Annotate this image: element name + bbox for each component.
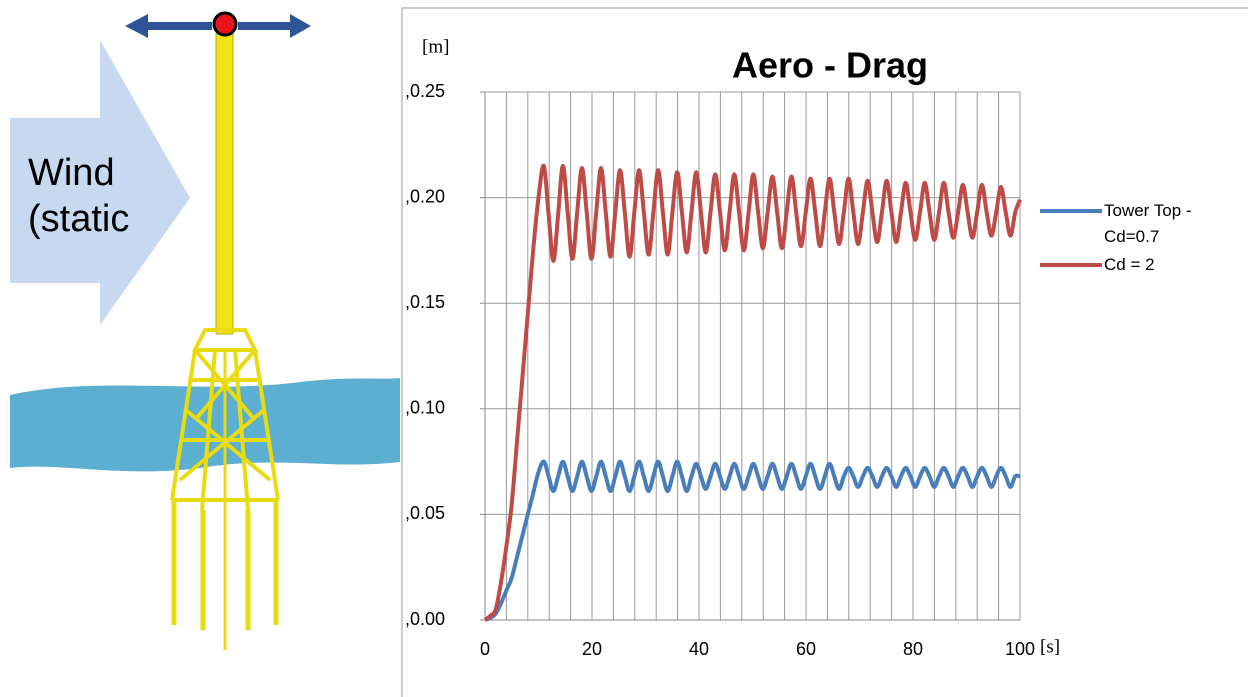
- tower-top-marker: [212, 11, 238, 37]
- y-tick-label: ,0.10: [405, 398, 445, 418]
- wind-label: Wind (static: [28, 152, 130, 240]
- arrow-left: [125, 14, 212, 38]
- x-tick-label: 20: [582, 639, 602, 659]
- jacket: [170, 328, 280, 650]
- legend-label: Tower Top - Cd=0.7: [1104, 201, 1192, 246]
- line-series: [484, 459, 1021, 622]
- y-tick-label: ,0.00: [405, 609, 445, 629]
- x-axis-label: [s]: [1040, 636, 1060, 657]
- line-series: [483, 163, 1022, 622]
- legend-swatch: [1040, 263, 1102, 267]
- y-axis-label: [m]: [422, 36, 449, 57]
- x-tick-label: 0: [480, 639, 490, 659]
- y-tick-label: ,0.15: [405, 292, 445, 312]
- x-tick-label: 80: [903, 639, 923, 659]
- x-tick-label: 100: [1005, 639, 1035, 659]
- tower: [215, 33, 234, 335]
- legend-label: Cd = 2: [1104, 255, 1155, 274]
- legend-swatch: [1040, 209, 1102, 213]
- x-tick-label: 60: [796, 639, 816, 659]
- illustration: [10, 11, 400, 650]
- x-tick-label: 40: [689, 639, 709, 659]
- y-tick-label: ,0.20: [405, 186, 445, 206]
- y-tick-label: ,0.05: [405, 503, 445, 523]
- y-tick-label: ,0.25: [405, 81, 445, 101]
- wind-arrow: [10, 40, 190, 325]
- chart-title: Aero - Drag: [732, 45, 928, 86]
- arrow-right: [238, 14, 311, 38]
